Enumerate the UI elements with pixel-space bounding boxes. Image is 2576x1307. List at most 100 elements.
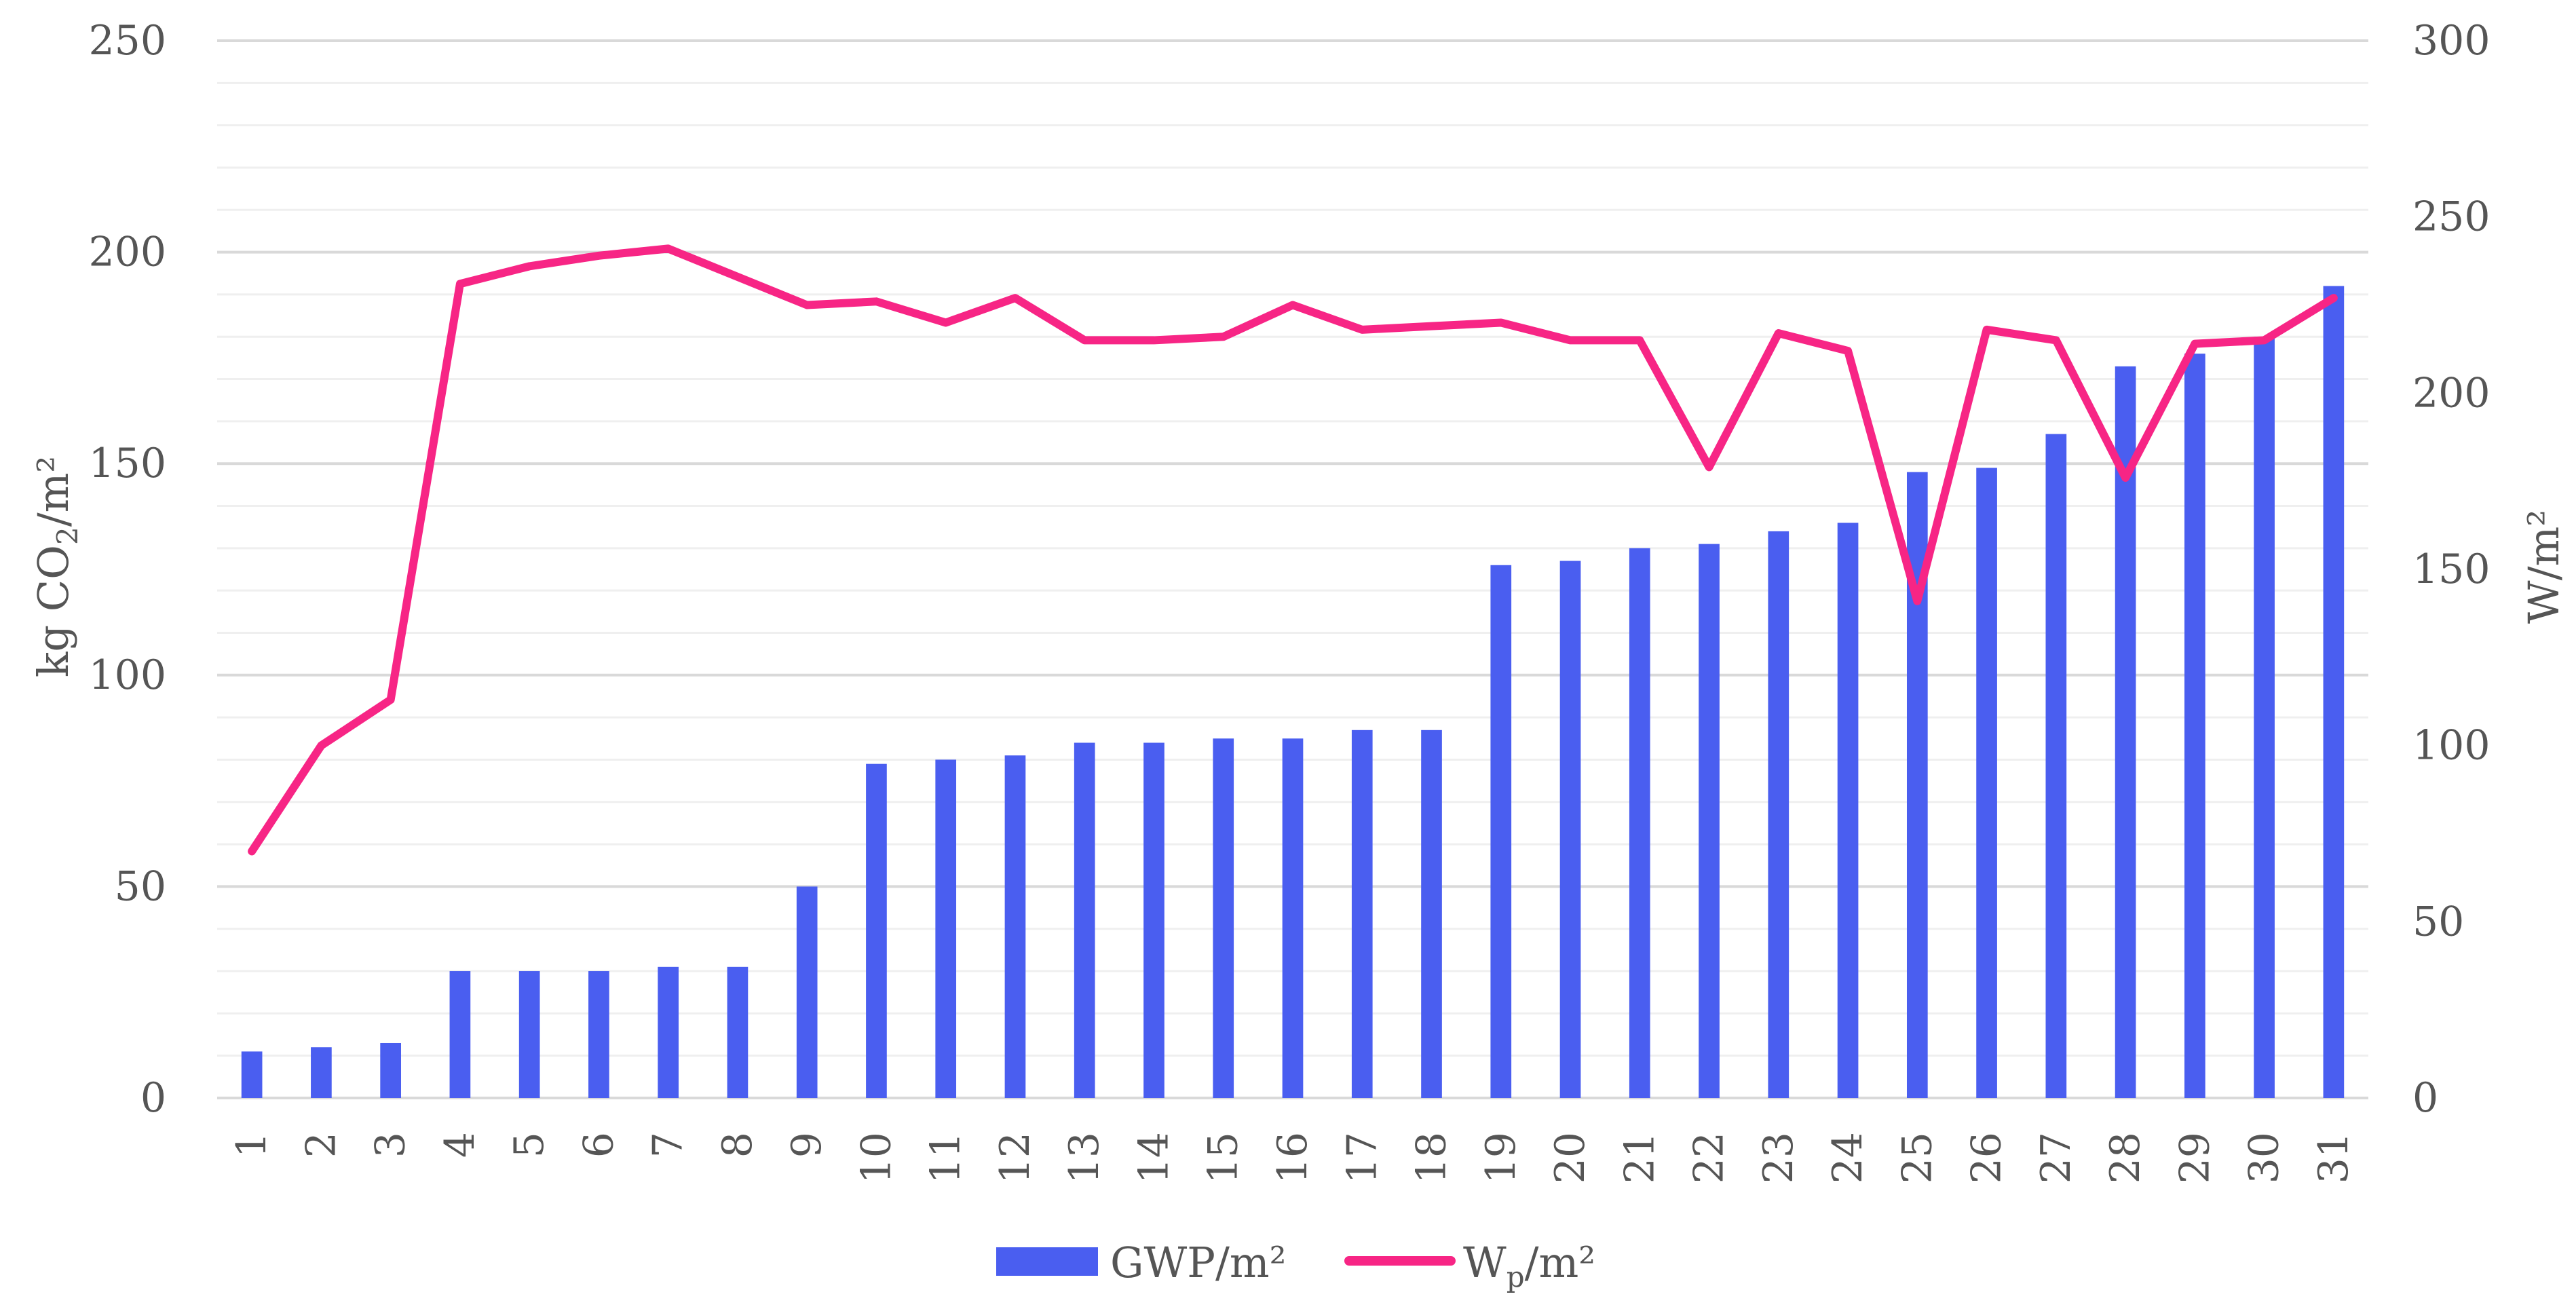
x-tick-label: 3 [367, 1132, 415, 1158]
left-tick-label: 50 [115, 863, 166, 910]
point-wp-11 [945, 322, 947, 323]
bar-gwp-19 [1490, 565, 1512, 1098]
right-axis-ticks: 0 50 100 150 200 250 300 [2412, 17, 2490, 1122]
point-wp-2 [320, 745, 322, 746]
x-tick-label: 5 [506, 1132, 553, 1158]
bar-gwp-5 [518, 971, 540, 1098]
left-tick-label: 0 [140, 1074, 166, 1122]
left-tick-label: 250 [88, 17, 166, 64]
bar-gwp-15 [1213, 738, 1234, 1098]
bar-gwp-7 [658, 966, 679, 1098]
legend-label-wp: Wp/m² [1463, 1238, 1595, 1293]
x-tick-label: 4 [436, 1132, 484, 1158]
x-tick-label: 20 [1547, 1132, 1594, 1183]
right-axis-title: W/m² [2519, 510, 2569, 624]
left-tick-label: 100 [88, 651, 166, 699]
left-axis-title: kg CO2/m² [29, 456, 84, 678]
bar-gwp-17 [1351, 730, 1373, 1098]
point-wp-24 [1847, 350, 1849, 352]
bar-gwp-24 [1837, 523, 1859, 1098]
x-tick-label: 22 [1686, 1132, 1733, 1183]
x-tick-label: 12 [991, 1132, 1039, 1183]
x-tick-label: 17 [1338, 1132, 1386, 1183]
point-wp-20 [1570, 339, 1571, 341]
bar-gwp-1 [241, 1051, 263, 1098]
right-tick-label: 100 [2412, 722, 2490, 770]
point-wp-26 [1986, 329, 1988, 330]
x-tick-label: 8 [714, 1132, 761, 1158]
x-tick-label: 16 [1269, 1132, 1317, 1183]
x-tick-label: 7 [645, 1132, 692, 1158]
bar-gwp-28 [2115, 366, 2136, 1098]
bar-gwp-21 [1629, 548, 1650, 1098]
x-tick-label: 15 [1200, 1132, 1247, 1183]
x-tick-label: 30 [2241, 1132, 2288, 1183]
x-tick-label: 21 [1616, 1132, 1663, 1183]
right-tick-label: 200 [2412, 369, 2490, 417]
x-tick-label: 24 [1824, 1132, 1872, 1183]
x-tick-label: 31 [2310, 1132, 2357, 1183]
legend-label-gwp: GWP/m² [1110, 1238, 1287, 1287]
x-tick-label: 23 [1755, 1132, 1802, 1183]
bar-gwp-29 [2184, 354, 2205, 1099]
bar-gwp-30 [2254, 337, 2275, 1098]
x-tick-label: 25 [1893, 1132, 1941, 1183]
point-wp-19 [1500, 322, 1502, 323]
point-wp-8 [737, 276, 738, 278]
right-tick-label: 150 [2412, 546, 2490, 593]
point-wp-5 [529, 265, 530, 267]
bar-gwp-20 [1559, 561, 1581, 1098]
legend: GWP/m² Wp/m² [996, 1238, 1595, 1293]
bar-gwp-16 [1282, 738, 1304, 1098]
bar-gwp-13 [1074, 742, 1095, 1098]
point-wp-17 [1361, 329, 1363, 330]
x-tick-label: 19 [1477, 1132, 1525, 1183]
legend-swatch-gwp [996, 1247, 1098, 1276]
bar-gwp-27 [2045, 434, 2067, 1098]
point-wp-28 [2125, 477, 2126, 478]
x-tick-label: 27 [2032, 1132, 2080, 1183]
x-tick-label: 1 [228, 1132, 276, 1158]
x-tick-label: 6 [575, 1132, 622, 1158]
x-tick-label: 10 [852, 1132, 900, 1183]
bar-gwp-6 [588, 971, 609, 1098]
point-wp-30 [2264, 339, 2265, 341]
x-tick-label: 14 [1130, 1132, 1177, 1183]
point-wp-10 [875, 301, 877, 302]
bar-gwp-23 [1768, 531, 1789, 1098]
x-tick-label: 9 [783, 1132, 831, 1158]
left-axis-ticks: 0 50 100 150 200 250 [88, 17, 166, 1122]
bar-series-gwp [241, 286, 2345, 1099]
x-tick-label: 26 [1963, 1132, 2011, 1183]
x-tick-label: 29 [2171, 1132, 2218, 1183]
right-tick-label: 300 [2412, 17, 2490, 64]
left-tick-label: 150 [88, 440, 166, 487]
bar-gwp-3 [380, 1042, 401, 1098]
bar-gwp-4 [449, 971, 471, 1098]
x-tick-label: 28 [2102, 1132, 2149, 1183]
bar-gwp-22 [1699, 544, 1720, 1098]
bar-gwp-9 [796, 886, 818, 1098]
x-tick-label: 18 [1408, 1132, 1456, 1183]
bar-gwp-31 [2323, 286, 2345, 1098]
bar-gwp-18 [1421, 730, 1442, 1098]
x-axis-ticks: 1 2 3 4 5 6 7 8 9 10 11 12 13 14 15 16 17 18 19 20 21 22 23 24 2… [228, 1132, 2357, 1183]
left-tick-label: 200 [88, 229, 166, 276]
bar-gwp-10 [866, 763, 887, 1098]
bar-gwp-11 [935, 759, 957, 1098]
gridlines [217, 39, 2368, 1099]
x-tick-label: 13 [1061, 1132, 1108, 1183]
bar-gwp-8 [727, 966, 749, 1098]
x-tick-label: 2 [297, 1132, 345, 1158]
point-wp-13 [1084, 339, 1085, 341]
point-wp-23 [1778, 333, 1779, 334]
bar-gwp-12 [1004, 755, 1026, 1098]
x-tick-label: 11 [922, 1132, 970, 1183]
right-tick-label: 50 [2412, 898, 2464, 945]
right-tick-label: 250 [2412, 193, 2490, 241]
bar-gwp-14 [1143, 742, 1164, 1098]
bar-gwp-26 [1976, 468, 1997, 1098]
line-series-wp [248, 244, 2338, 856]
right-tick-label: 0 [2412, 1074, 2438, 1122]
